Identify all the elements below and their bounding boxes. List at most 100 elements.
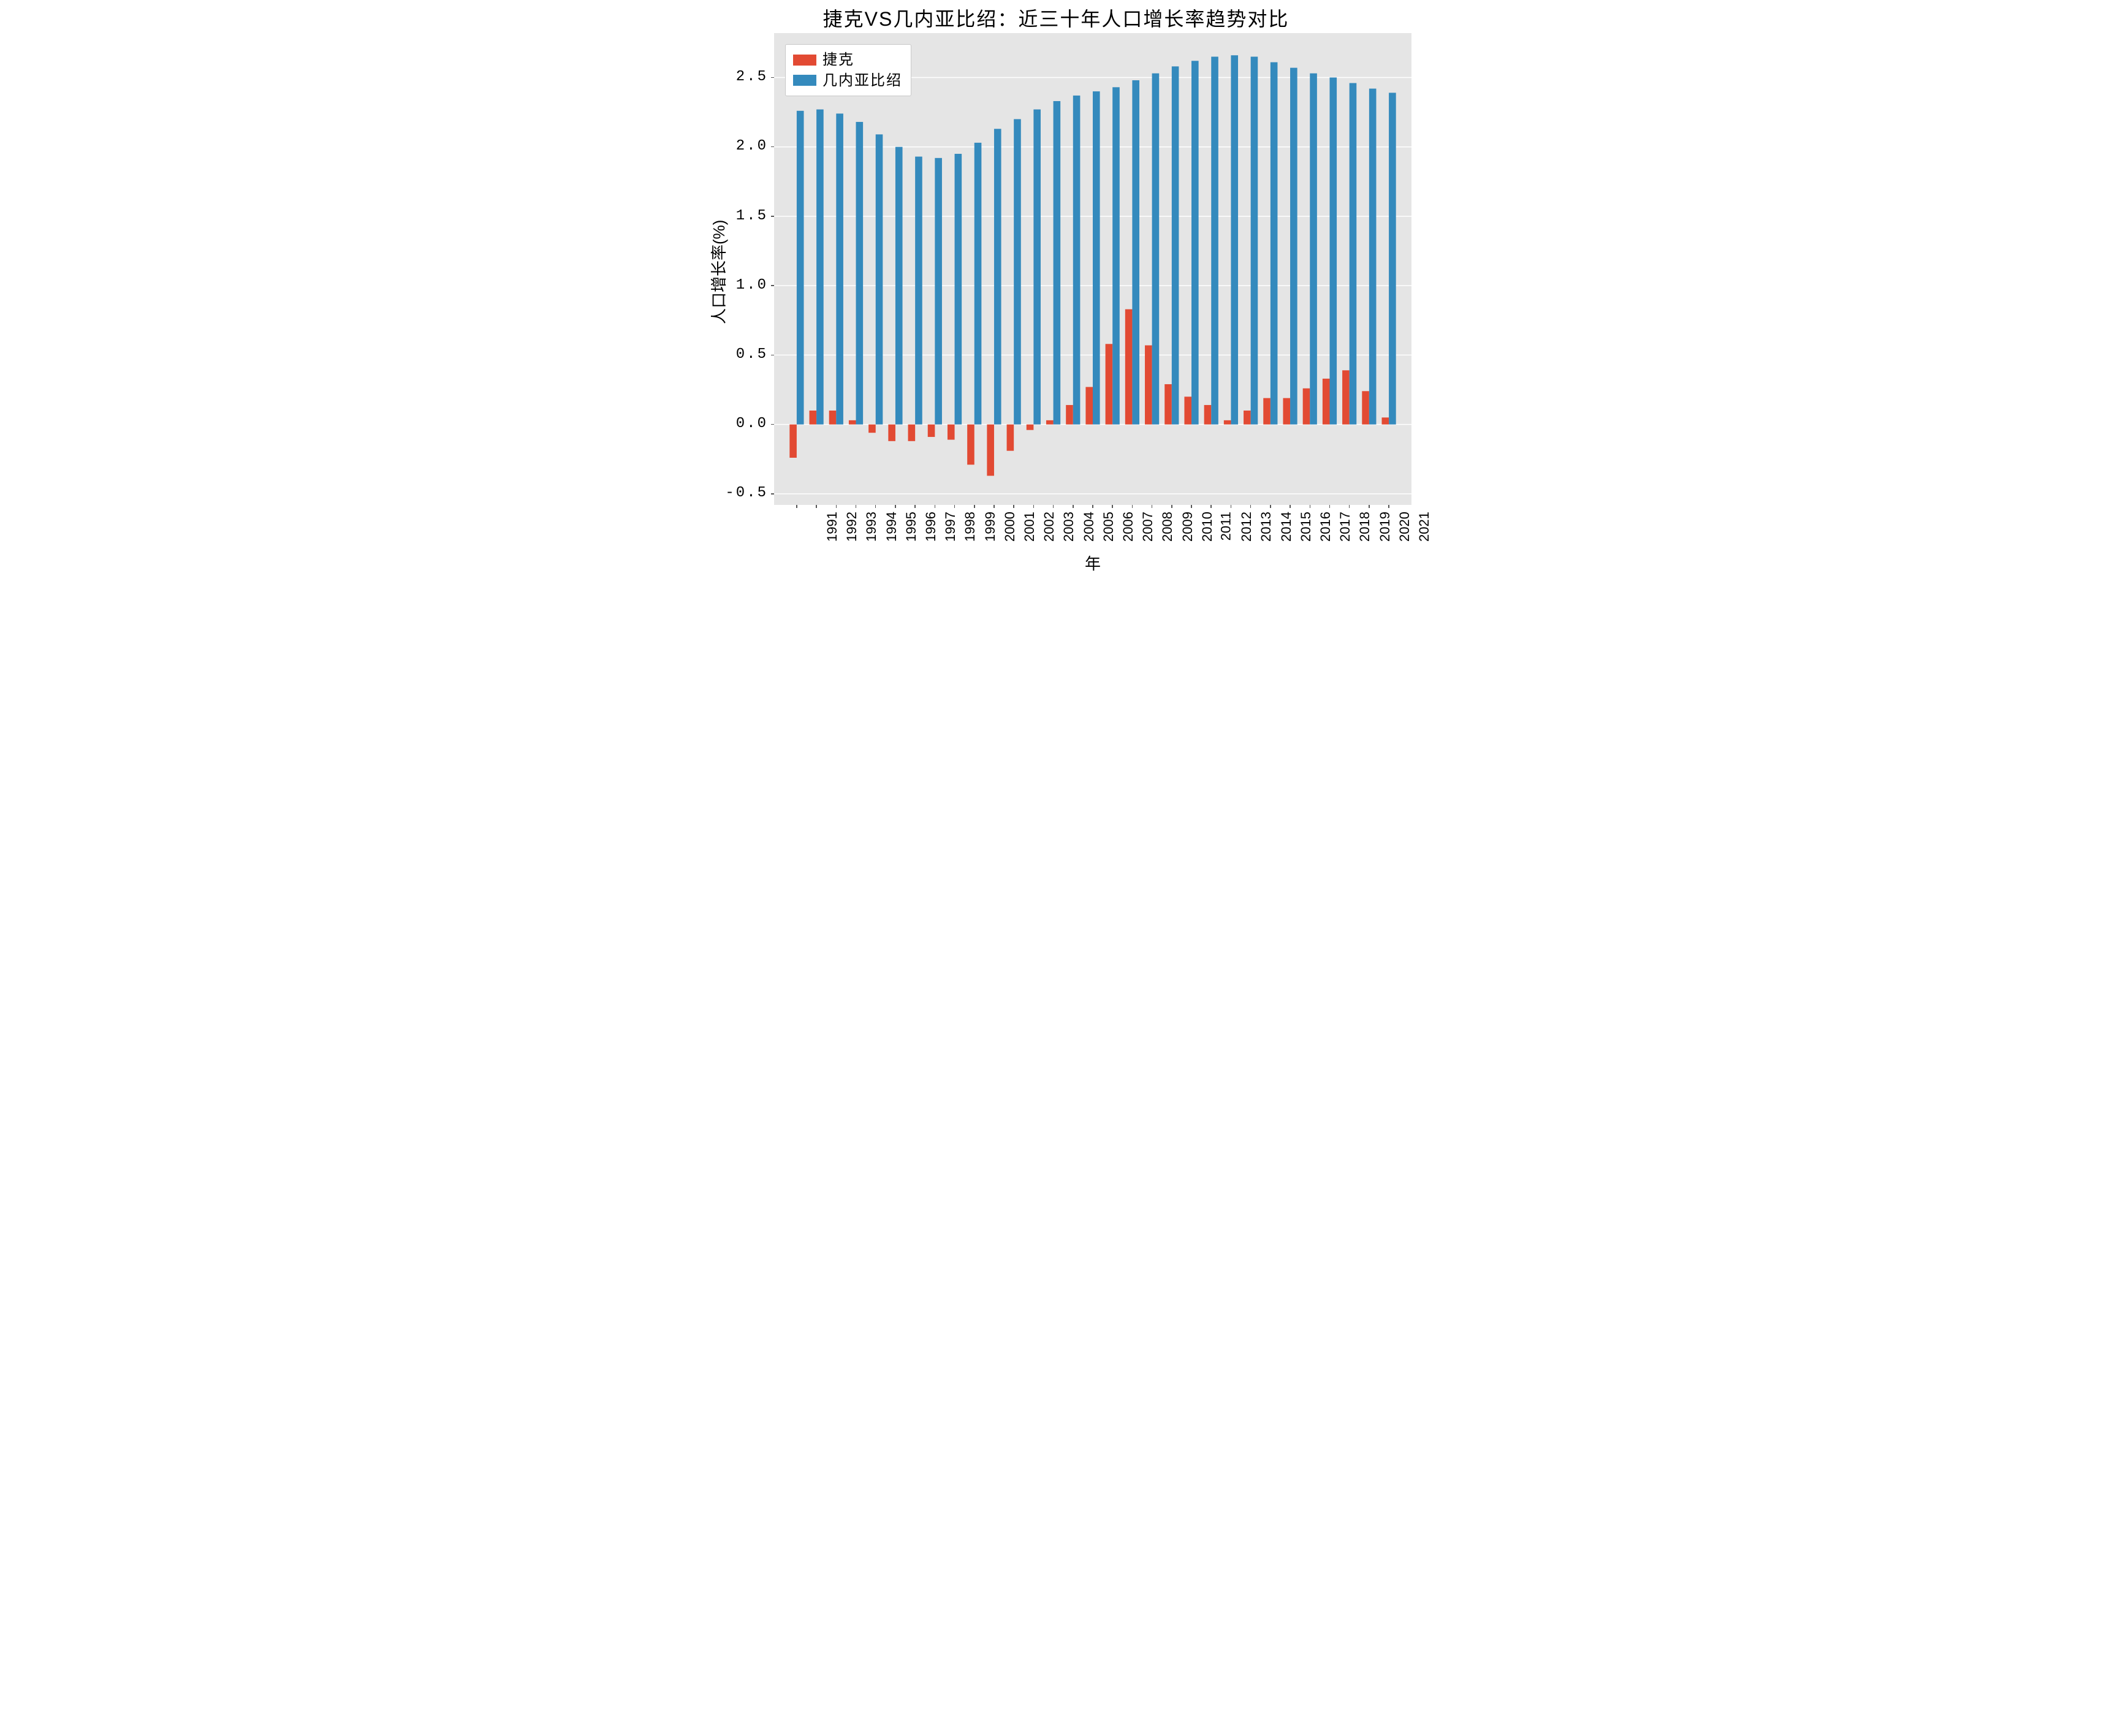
x-tick-mark xyxy=(816,505,817,508)
y-tick-mark xyxy=(771,216,774,217)
bar-guinea-bissau xyxy=(895,147,903,425)
x-tick-mark xyxy=(974,505,975,508)
x-tick-mark xyxy=(1310,505,1311,508)
y-tick-label: 2.0 xyxy=(701,138,768,154)
x-tick-mark xyxy=(1270,505,1271,508)
bar-guinea-bissau xyxy=(994,129,1001,424)
bar-czech xyxy=(1204,405,1212,425)
x-tick-label: 1994 xyxy=(883,512,899,542)
bar-czech xyxy=(1224,420,1231,425)
bar-czech xyxy=(967,425,974,465)
bar-czech xyxy=(849,420,856,425)
bar-czech xyxy=(1046,420,1054,425)
x-tick-label: 2003 xyxy=(1061,512,1077,542)
x-tick-mark xyxy=(1369,505,1370,508)
legend-item-guinea-bissau: 几内亚比绍 xyxy=(793,70,902,91)
legend-swatch xyxy=(793,75,816,86)
x-tick-label: 2010 xyxy=(1199,512,1215,542)
x-tick-label: 2021 xyxy=(1416,512,1432,542)
bar-guinea-bissau xyxy=(856,122,864,425)
x-tick-mark xyxy=(796,505,797,508)
y-tick-label: 0.5 xyxy=(701,346,768,363)
bar-czech xyxy=(1125,309,1133,425)
x-tick-mark xyxy=(935,505,936,508)
bar-czech xyxy=(1085,387,1093,425)
bar-guinea-bissau xyxy=(935,158,942,425)
x-axis-label: 年 xyxy=(774,552,1411,574)
bar-czech xyxy=(1184,396,1191,424)
bar-czech xyxy=(948,425,955,440)
bar-czech xyxy=(987,425,994,476)
x-tick-label: 1992 xyxy=(844,512,860,542)
x-tick-label: 2014 xyxy=(1278,512,1294,542)
y-tick-label: 1.5 xyxy=(701,208,768,224)
x-tick-label: 1999 xyxy=(982,512,998,542)
x-tick-mark xyxy=(993,505,995,508)
bar-czech xyxy=(868,425,876,433)
bar-guinea-bissau xyxy=(1310,74,1317,425)
y-tick-mark xyxy=(771,77,774,78)
bar-czech xyxy=(829,411,837,425)
x-tick-mark xyxy=(1092,505,1093,508)
x-tick-mark xyxy=(1053,505,1054,508)
x-tick-mark xyxy=(1152,505,1153,508)
bar-guinea-bissau xyxy=(1152,74,1160,425)
x-tick-label: 2009 xyxy=(1180,512,1196,542)
x-tick-label: 1996 xyxy=(923,512,939,542)
x-tick-label: 1991 xyxy=(824,512,840,542)
bar-guinea-bissau xyxy=(1350,83,1357,425)
bar-czech xyxy=(1007,425,1014,451)
figure: 捷克VS几内亚比绍：近三十年人口增长率趋势对比 人口增长率(%) 年 捷克 几内… xyxy=(688,0,1424,604)
x-tick-mark xyxy=(1171,505,1172,508)
x-tick-mark xyxy=(1388,505,1389,508)
y-tick-label: 0.0 xyxy=(701,415,768,432)
x-tick-mark xyxy=(1210,505,1212,508)
bar-czech xyxy=(1342,370,1350,424)
x-tick-label: 2012 xyxy=(1239,512,1255,542)
bar-czech xyxy=(1244,411,1251,425)
plot-area xyxy=(774,33,1411,505)
bar-guinea-bissau xyxy=(1231,55,1238,424)
x-tick-mark xyxy=(1013,505,1014,508)
x-tick-label: 2017 xyxy=(1337,512,1353,542)
bar-guinea-bissau xyxy=(974,143,982,425)
x-tick-label: 2019 xyxy=(1377,512,1393,542)
x-tick-mark xyxy=(1033,505,1035,508)
bar-czech xyxy=(1145,346,1152,425)
x-tick-mark xyxy=(1290,505,1291,508)
bar-czech xyxy=(789,425,797,458)
x-tick-mark xyxy=(1349,505,1350,508)
x-tick-label: 2006 xyxy=(1120,512,1136,542)
bar-guinea-bissau xyxy=(1389,93,1396,424)
x-tick-mark xyxy=(856,505,857,508)
y-axis-label: 人口增长率(%) xyxy=(707,220,729,324)
bar-czech xyxy=(1362,391,1369,424)
bar-czech xyxy=(888,425,895,441)
x-tick-label: 2018 xyxy=(1357,512,1373,542)
chart-svg xyxy=(774,33,1411,505)
bar-czech xyxy=(1066,405,1073,425)
bar-guinea-bissau xyxy=(1112,87,1120,424)
bar-guinea-bissau xyxy=(1093,91,1100,425)
legend-label: 捷克 xyxy=(822,50,854,70)
x-tick-label: 2001 xyxy=(1022,512,1038,542)
bar-guinea-bissau xyxy=(1172,66,1179,424)
y-tick-label: 2.5 xyxy=(701,69,768,85)
y-tick-mark xyxy=(771,285,774,286)
x-tick-mark xyxy=(1250,505,1252,508)
bar-guinea-bissau xyxy=(1211,57,1218,425)
y-tick-mark xyxy=(771,146,774,148)
legend-swatch xyxy=(793,55,816,66)
chart-title: 捷克VS几内亚比绍：近三十年人口增长率趋势对比 xyxy=(688,4,1424,32)
bar-guinea-bissau xyxy=(836,113,843,424)
bar-czech xyxy=(1106,344,1113,424)
y-tick-mark xyxy=(771,424,774,425)
x-tick-label: 2000 xyxy=(1002,512,1018,542)
bar-czech xyxy=(1027,425,1034,430)
bar-guinea-bissau xyxy=(955,154,962,425)
x-tick-label: 2016 xyxy=(1318,512,1334,542)
y-tick-label: -0.5 xyxy=(701,485,768,501)
x-tick-label: 2020 xyxy=(1397,512,1413,542)
x-tick-label: 1993 xyxy=(864,512,879,542)
bar-guinea-bissau xyxy=(816,110,824,425)
